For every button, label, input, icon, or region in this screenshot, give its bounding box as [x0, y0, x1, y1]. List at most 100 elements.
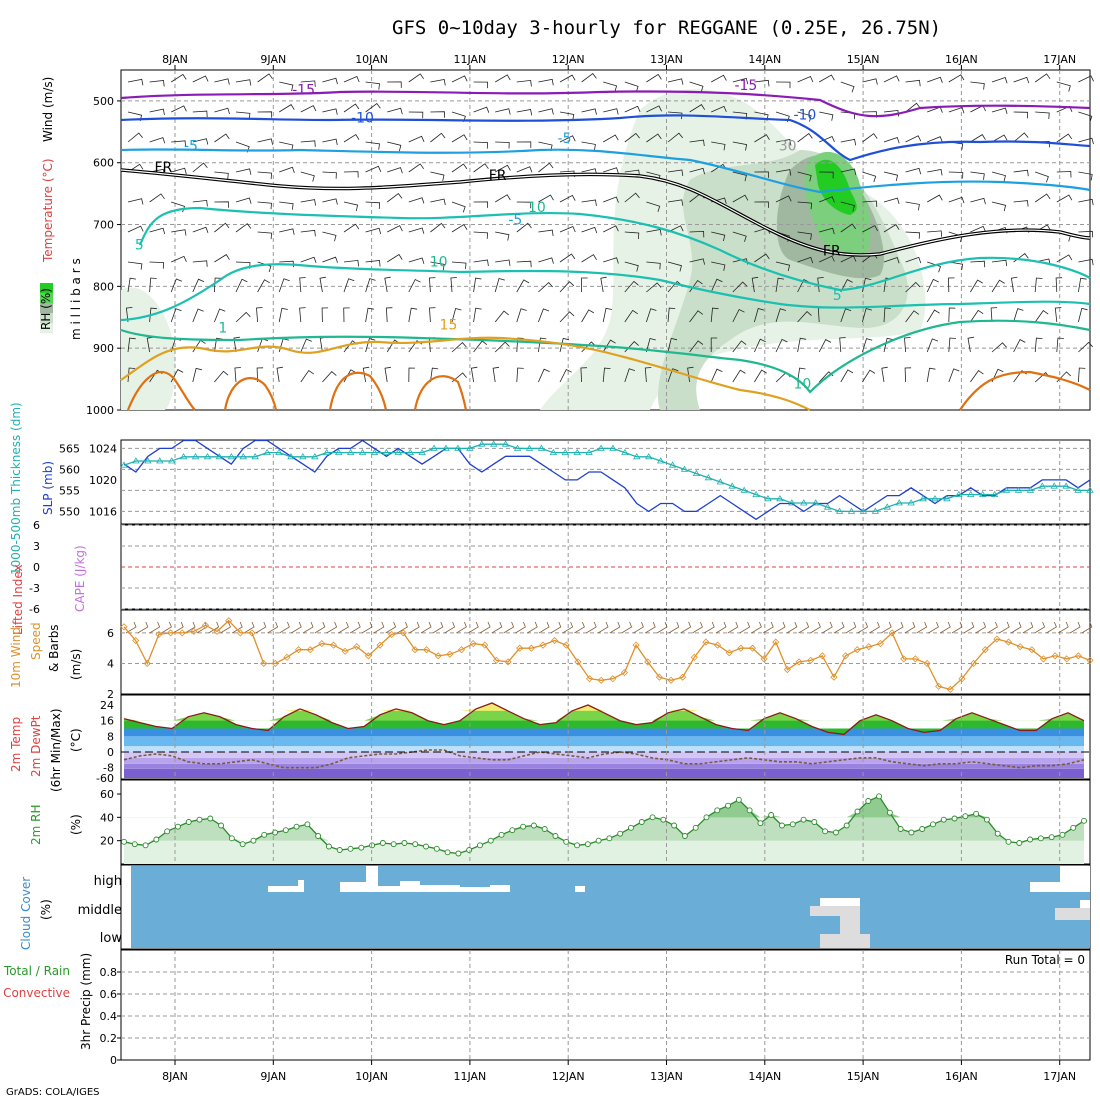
wind-barb — [1010, 276, 1018, 293]
wind-barb — [751, 276, 759, 293]
wind-barb — [689, 310, 704, 323]
thickness-ticks: 565 560 555 550 1024 1020 1016 — [59, 442, 117, 518]
cloud-patches — [268, 866, 1090, 948]
wind-barb — [234, 367, 241, 383]
wind-barb-10m — [609, 621, 621, 634]
rh2m-line-point — [563, 838, 570, 845]
wind-barb — [667, 111, 683, 120]
wind-barb-10m — [928, 621, 939, 634]
wind-barb — [408, 197, 425, 204]
wind-barb — [710, 337, 718, 352]
wind-barb — [1013, 169, 1029, 177]
wind-barb — [276, 366, 283, 383]
wind-speed-line-point — [865, 643, 873, 651]
wind-barb — [1078, 171, 1093, 181]
rh2m-line-point — [347, 845, 354, 852]
wind-speed-line-point — [853, 646, 861, 654]
wind-speed-line-point — [1039, 655, 1048, 663]
wind-barb — [516, 201, 532, 209]
wind-barb — [689, 340, 704, 353]
wind-barb — [473, 163, 489, 173]
wind-speed-line-point — [178, 629, 186, 637]
wind-barb — [904, 367, 912, 383]
wind-barb — [732, 194, 749, 203]
wind-barb-10m — [456, 621, 467, 634]
wind-barb — [322, 138, 338, 146]
wind-barb — [991, 76, 1008, 84]
wind-barb — [538, 308, 550, 323]
temp-tick-label: -60 — [96, 772, 114, 785]
wind-barb-10m — [326, 621, 338, 634]
wind-barb — [991, 279, 1005, 293]
contour-5-upper — [138, 206, 1091, 292]
thickness-line-point — [621, 448, 629, 455]
pressure-tick-label: 500 — [93, 95, 114, 108]
contour-label: -5 — [184, 138, 198, 154]
temp2m-bands — [124, 728, 1084, 778]
wind-barb — [905, 310, 920, 323]
rh2m-line-point — [768, 812, 775, 818]
wind-barb — [387, 107, 403, 115]
wind-barb-10m — [338, 621, 349, 634]
wind-speed-line-point — [201, 621, 210, 629]
wind-barb — [1056, 194, 1073, 203]
wind-barb — [559, 281, 575, 293]
wind-speed-line-point — [667, 676, 675, 684]
wind-axis-label: Wind (m/s) — [41, 77, 55, 142]
precip-total-rain-label: Total / Rain — [3, 964, 70, 978]
lifted-index-tick-label: -6 — [29, 603, 40, 616]
wind-barb — [1013, 308, 1024, 323]
wind-barbs-field — [125, 73, 1094, 383]
wind-barb — [257, 279, 270, 293]
wind-barb — [840, 279, 853, 293]
temp-band — [124, 752, 1084, 758]
thickness-line-point — [752, 490, 760, 497]
wind-speed-line-point — [132, 636, 140, 645]
wind-barb — [840, 168, 857, 175]
wind-barb — [192, 278, 205, 293]
wind-barb-10m — [208, 621, 220, 634]
wind-barb — [538, 162, 554, 173]
wind-barb — [171, 105, 187, 113]
thickness-line-point — [561, 448, 569, 455]
wind-barb — [970, 309, 984, 323]
wind-barb-10m — [408, 621, 420, 634]
wind-barb — [732, 231, 747, 242]
wind-barb — [559, 337, 570, 353]
temp2m-ticks: 24 16 8 0 -8-60 — [96, 699, 114, 785]
wind-barb — [711, 74, 727, 83]
wind-barb — [819, 255, 835, 263]
top-date-axis: 8JAN 9JAN 10JAN 11JAN 12JAN 13JAN 14JAN 15JAN 16… — [162, 53, 1076, 70]
thickness-line-point — [1074, 486, 1082, 493]
rh2m-line-point — [919, 826, 926, 832]
wind-barb — [451, 201, 466, 213]
wind-barb — [192, 260, 208, 267]
wind-speed-line-point — [1074, 652, 1082, 660]
wind-barb — [711, 261, 726, 271]
wind-barb — [278, 278, 290, 293]
wind-barb — [970, 370, 984, 383]
wind-barb-10m — [597, 621, 609, 634]
wind-barb — [991, 107, 1008, 115]
wind-barb — [581, 199, 597, 206]
wind-barb — [365, 338, 376, 353]
wind-barb — [624, 280, 639, 293]
wind-speed-line-point — [714, 641, 722, 649]
wind-barb-10m — [869, 621, 880, 634]
wind-speed-line-point — [341, 647, 349, 655]
thickness-line-point — [1002, 486, 1011, 493]
thickness-line-point — [382, 448, 391, 455]
wind-barb-10m — [574, 621, 585, 634]
wind-barb — [1034, 310, 1049, 323]
wind-barb — [538, 229, 554, 237]
wind-barb — [970, 225, 986, 233]
wind-barb — [343, 201, 359, 211]
wind-barb — [905, 201, 920, 211]
wind-barb-10m — [267, 621, 279, 634]
wind-barb — [754, 79, 770, 87]
thickness-line-point — [871, 507, 880, 514]
wind-barb — [819, 74, 835, 83]
wind-barb — [473, 106, 490, 113]
wind-barb — [754, 201, 769, 208]
wind-barb — [689, 258, 705, 265]
